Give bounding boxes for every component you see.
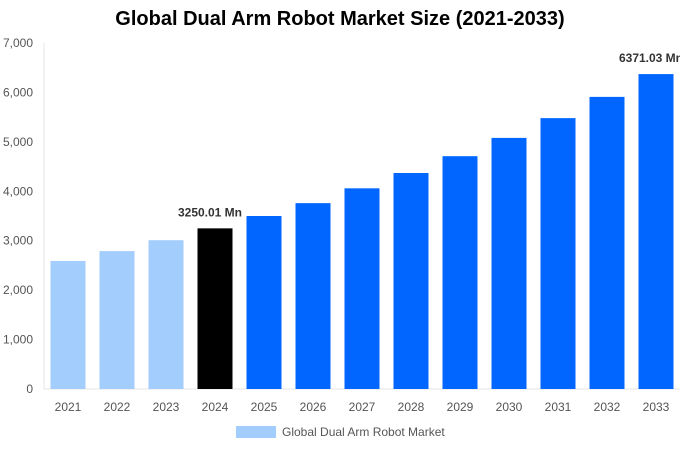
x-tick-label: 2025 [251,400,278,414]
x-tick-label: 2032 [594,400,621,414]
legend[interactable]: Global Dual Arm Robot Market [236,425,445,439]
bar-2032 [589,96,625,390]
x-tick-label: 2030 [496,400,523,414]
bar-2031 [540,118,576,389]
y-tick-label: 1,000 [3,333,33,347]
x-tick-label: 2029 [447,400,474,414]
bar-2023 [148,240,184,389]
bar-2024 [197,228,233,389]
y-tick-label: 0 [26,382,33,396]
y-tick-label: 3,000 [3,234,33,248]
bar-2021 [50,260,86,389]
bar-2029 [442,156,478,389]
x-tick-label: 2023 [153,400,180,414]
bar-2027 [344,188,380,389]
x-tick-label: 2026 [300,400,327,414]
y-tick-label: 2,000 [3,283,33,297]
bar-2033 [638,74,674,390]
x-tick-label: 2021 [55,400,82,414]
data-label: 6371.03 Mn [619,51,680,65]
chart-title: Global Dual Arm Robot Market Size (2021-… [115,8,565,30]
legend-label: Global Dual Arm Robot Market [282,425,445,439]
x-tick-label: 2022 [104,400,131,414]
bar-2030 [491,137,527,389]
y-tick-label: 6,000 [3,85,33,99]
y-tick-label: 7,000 [3,36,33,50]
legend-swatch [236,426,276,438]
bar-2022 [99,251,135,389]
bar-2026 [295,203,331,389]
y-tick-label: 5,000 [3,135,33,149]
x-tick-label: 2027 [349,400,376,414]
bar-2025 [246,216,282,389]
x-tick-label: 2033 [643,400,670,414]
x-tick-label: 2031 [545,400,572,414]
x-tick-label: 2024 [202,400,229,414]
data-label: 3250.01 Mn [178,205,242,219]
y-tick-label: 4,000 [3,184,33,198]
bar-2028 [393,172,429,389]
x-tick-label: 2028 [398,400,425,414]
